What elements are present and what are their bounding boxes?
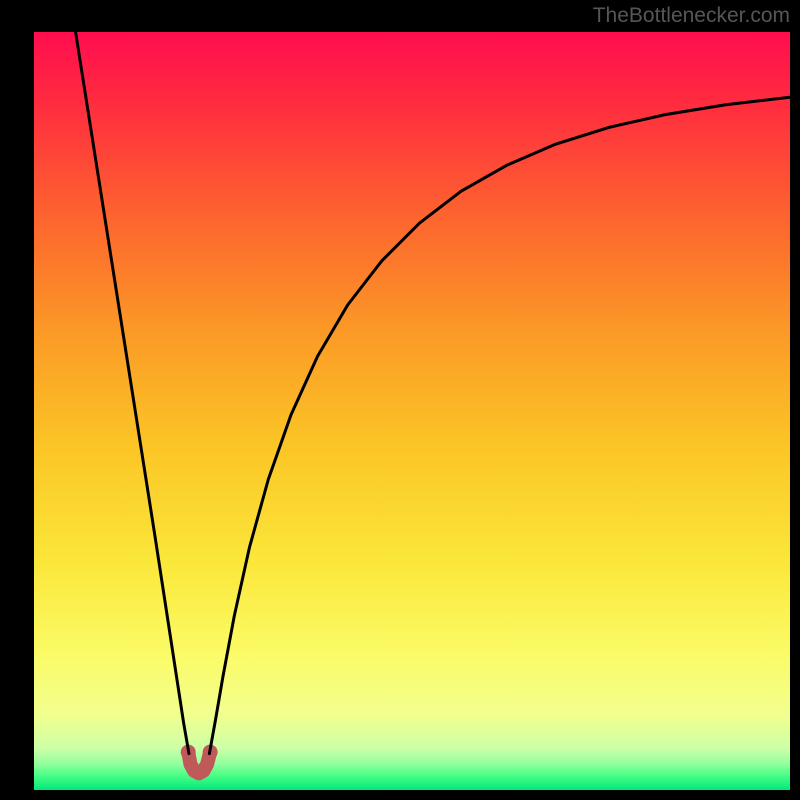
plot-area xyxy=(34,32,790,790)
right-ascent-curve xyxy=(209,97,790,753)
watermark-label: TheBottlenecker.com xyxy=(593,4,790,28)
curve-layer xyxy=(34,32,790,790)
chart-frame: TheBottlenecker.com xyxy=(0,0,800,800)
left-descent-curve xyxy=(76,32,189,754)
